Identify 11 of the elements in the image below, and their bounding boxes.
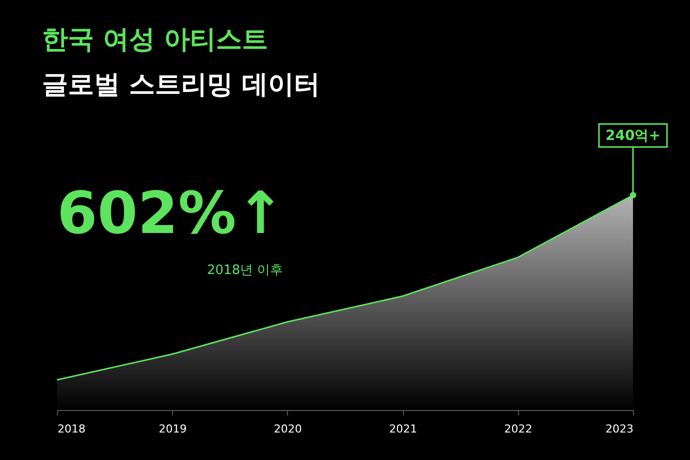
x-tick-label: 2019 — [158, 422, 187, 436]
x-tick-label: 2022 — [504, 422, 532, 436]
x-tick-label: 2021 — [389, 422, 418, 436]
x-tick-label: 2020 — [274, 422, 302, 436]
chart-subtitle: 글로벌 스트리밍 데이터 — [42, 70, 320, 100]
annotation: 602%↑ — [57, 179, 285, 247]
annotation: 2018년 이후 — [207, 263, 284, 278]
x-tick-label: 2018 — [58, 422, 86, 436]
x-tick-label: 2023 — [606, 422, 634, 436]
annotation: 240억+ — [606, 128, 660, 144]
chart-title: 한국 여성 아티스트 — [42, 25, 268, 55]
